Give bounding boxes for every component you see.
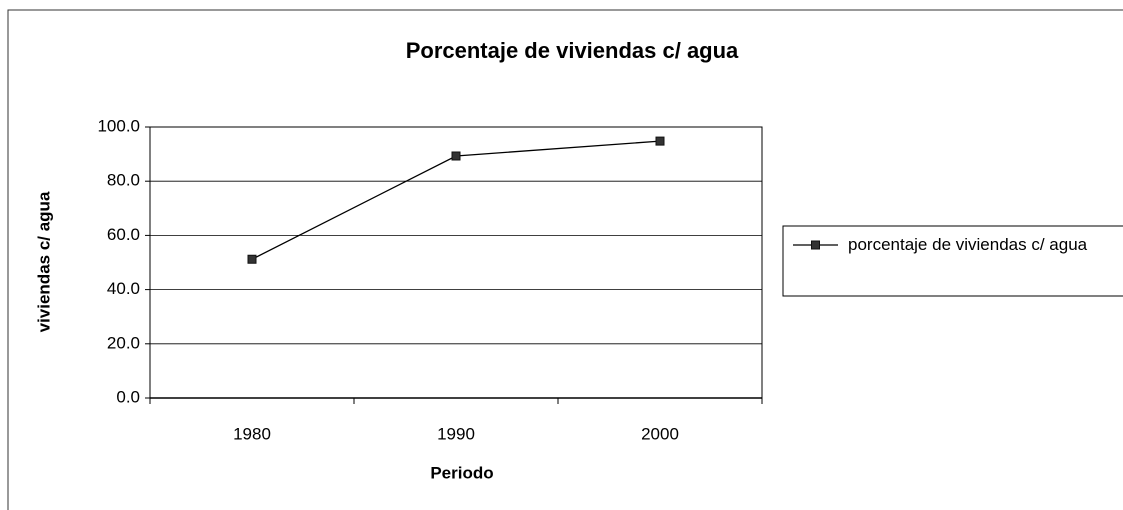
x-tick-label: 1990: [437, 424, 475, 443]
x-tick-label: 2000: [641, 424, 679, 443]
data-point: [247, 254, 257, 264]
chart-title: Porcentaje de viviendas c/ agua: [406, 38, 739, 63]
data-point: [655, 136, 665, 146]
data-point: [451, 151, 461, 161]
y-tick-label: 20.0: [107, 333, 140, 352]
y-tick-label: 40.0: [107, 279, 140, 298]
y-tick-label: 80.0: [107, 171, 140, 190]
x-tick-label: 1980: [233, 424, 271, 443]
legend-box: [782, 225, 1123, 297]
plot-area: [149, 126, 763, 399]
legend-marker: [811, 240, 820, 250]
y-axis-title: viviendas c/ agua: [34, 191, 53, 332]
y-tick-label: 100.0: [97, 116, 140, 135]
y-tick-label: 0.0: [116, 387, 140, 406]
legend-label: porcentaje de viviendas c/ agua: [848, 235, 1088, 254]
x-axis-title: Periodo: [430, 463, 493, 482]
y-tick-label: 60.0: [107, 225, 140, 244]
